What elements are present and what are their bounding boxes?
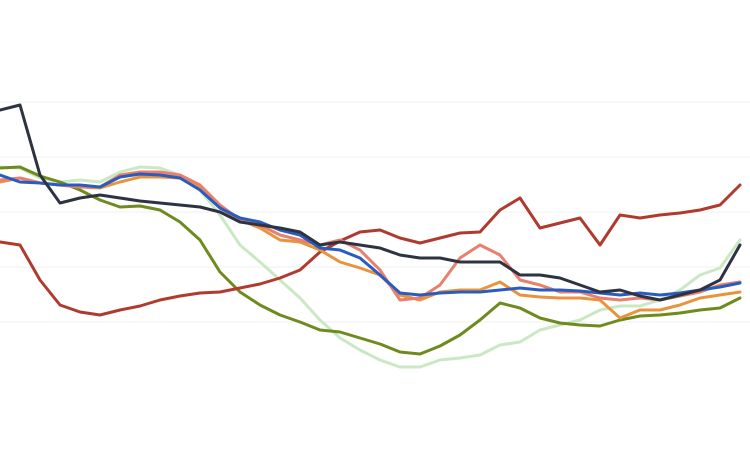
series-line <box>0 183 742 317</box>
series-line <box>0 165 742 369</box>
series-line <box>0 165 742 356</box>
series-line <box>0 172 742 297</box>
series-line <box>0 175 742 320</box>
series-line <box>0 103 742 302</box>
series-line <box>0 170 742 302</box>
